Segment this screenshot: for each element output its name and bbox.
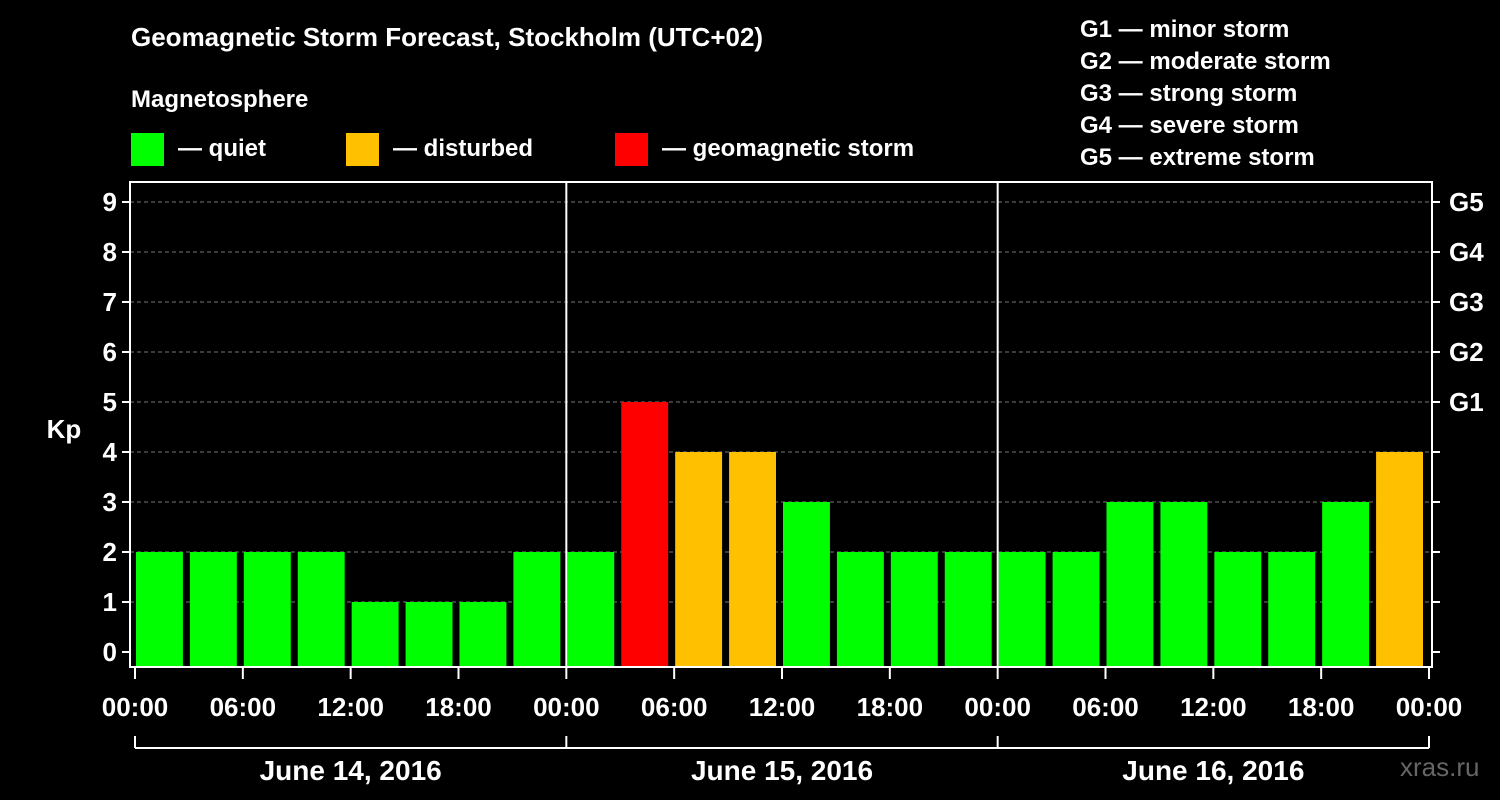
bar-12	[783, 502, 830, 667]
legend-swatch-storm	[615, 132, 648, 166]
bar-11	[729, 452, 776, 667]
bar-21	[1268, 552, 1316, 667]
storm-scale-list: G1 — minor storm G2 — moderate storm G3 …	[1080, 14, 1331, 174]
chart-title: Geomagnetic Storm Forecast, Stockholm (U…	[131, 22, 764, 52]
x-tick-label-10: 12:00	[1180, 692, 1247, 722]
bar-18	[1106, 502, 1154, 667]
legend-label-quiet: — quiet	[178, 135, 266, 162]
bar-23	[1376, 452, 1423, 667]
right-label-g5: G5	[1449, 187, 1484, 217]
right-label-g4: G4	[1449, 237, 1484, 267]
bar-1	[189, 552, 237, 667]
watermark: xras.ru	[1400, 752, 1480, 782]
x-tick-label-11: 18:00	[1288, 692, 1355, 722]
x-tick-label-3: 18:00	[425, 692, 492, 722]
x-tick-label-8: 00:00	[964, 692, 1031, 722]
bar-5	[405, 602, 453, 667]
legend-label-disturbed: — disturbed	[393, 135, 534, 162]
legend-item-disturbed: — disturbed	[346, 132, 533, 166]
bar-15	[944, 552, 992, 667]
x-tick-label-2: 12:00	[317, 692, 384, 722]
bar-3	[297, 552, 345, 667]
y-tick-label-1: 1	[103, 587, 117, 617]
legend-item-quiet: — quiet	[131, 132, 266, 166]
day-label-0: June 14, 2016	[260, 755, 442, 786]
y-tick-label-7: 7	[103, 287, 117, 317]
legend-swatch-disturbed	[346, 132, 379, 166]
x-tick-label-9: 06:00	[1072, 692, 1139, 722]
bar-2	[243, 552, 291, 667]
bar-9	[621, 402, 669, 667]
bar-7	[513, 552, 561, 667]
legend-swatch-quiet	[131, 132, 164, 166]
bar-8	[567, 552, 615, 667]
y-tick-label-6: 6	[103, 337, 117, 367]
right-label-g3: G3	[1449, 287, 1484, 317]
storm-scale-g1: G1 — minor storm	[1080, 16, 1290, 43]
y-tick-label-8: 8	[103, 237, 117, 267]
x-tick-label-6: 12:00	[749, 692, 816, 722]
right-label-g2: G2	[1449, 337, 1484, 367]
bar-14	[890, 552, 938, 667]
x-tick-label-5: 06:00	[641, 692, 708, 722]
storm-scale-g5: G5 — extreme storm	[1080, 144, 1315, 171]
bar-19	[1160, 502, 1208, 667]
storm-scale-g4: G4 — severe storm	[1080, 112, 1299, 139]
bar-20	[1214, 552, 1262, 667]
y-tick-label-9: 9	[103, 187, 117, 217]
x-tick-label-12: 00:00	[1396, 692, 1463, 722]
bar-0	[136, 552, 183, 667]
bar-22	[1322, 502, 1370, 667]
y-tick-label-2: 2	[103, 537, 117, 567]
y-axis-label: Kp	[47, 414, 82, 444]
bar-6	[459, 602, 507, 667]
storm-scale-g3: G3 — strong storm	[1080, 80, 1298, 107]
x-tick-label-4: 00:00	[533, 692, 600, 722]
y-tick-label-5: 5	[103, 387, 117, 417]
y-tick-label-4: 4	[103, 437, 118, 467]
bar-17	[1052, 552, 1100, 667]
legend-label-storm: — geomagnetic storm	[662, 135, 915, 162]
legend-item-storm: — geomagnetic storm	[615, 132, 914, 166]
y-tick-label-0: 0	[103, 637, 117, 667]
legend-title: Magnetosphere	[131, 86, 309, 113]
day-label-1: June 15, 2016	[691, 755, 873, 786]
storm-scale-g2: G2 — moderate storm	[1080, 48, 1331, 75]
y-tick-label-3: 3	[103, 487, 117, 517]
bar-4	[351, 602, 399, 667]
bar-10	[675, 452, 723, 667]
x-tick-label-0: 00:00	[102, 692, 169, 722]
day-label-2: June 16, 2016	[1122, 755, 1304, 786]
bar-13	[836, 552, 884, 667]
right-label-g1: G1	[1449, 387, 1484, 417]
x-tick-label-7: 18:00	[857, 692, 924, 722]
bar-16	[998, 552, 1046, 667]
x-tick-label-1: 06:00	[210, 692, 277, 722]
